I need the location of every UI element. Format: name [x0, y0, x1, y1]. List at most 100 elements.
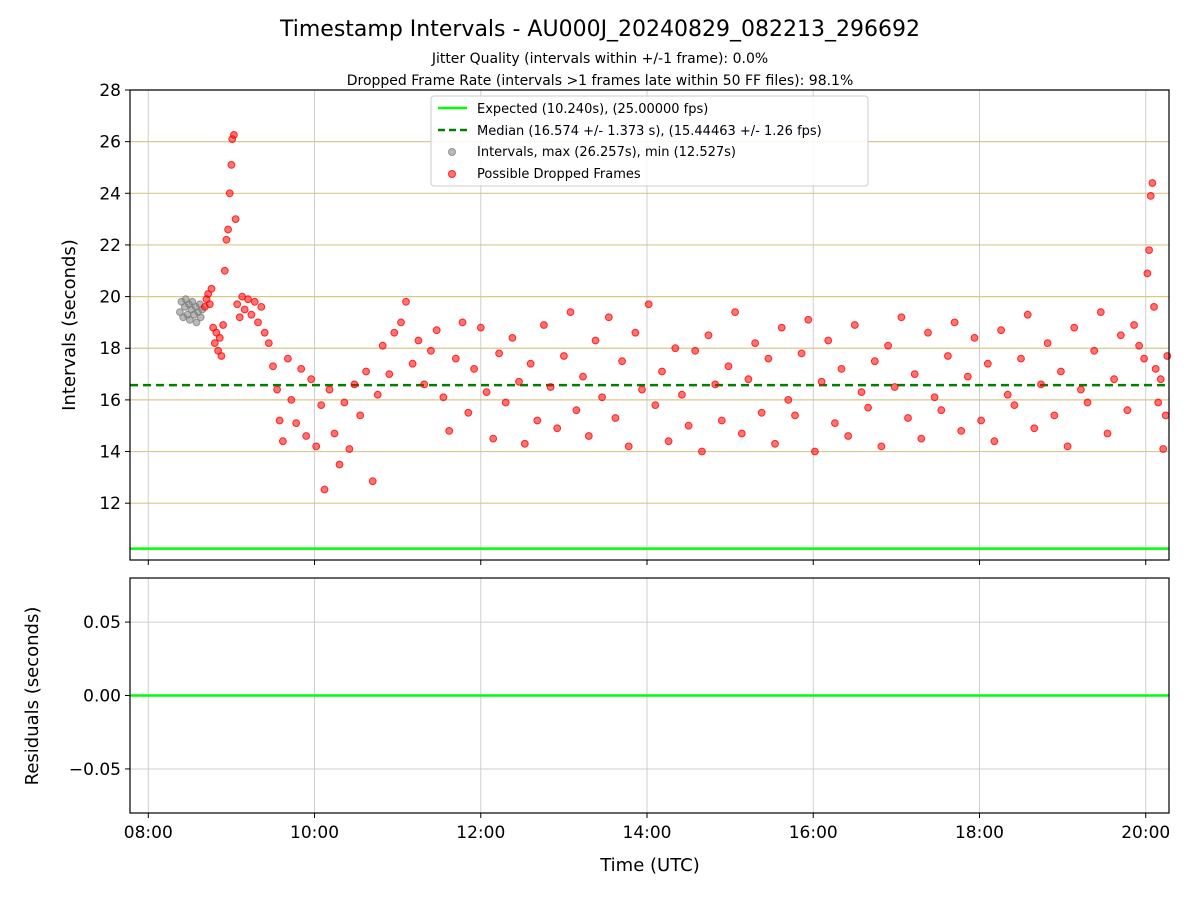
dropped-frame-point-110 — [737, 429, 746, 438]
dropped-frame-point-34 — [279, 437, 287, 446]
dropped-frame-point-175 — [1148, 179, 1157, 187]
residuals-ytick-label-2: 0.05 — [83, 613, 121, 633]
dropped-frame-point-139 — [930, 393, 939, 402]
dropped-frame-point-23 — [240, 305, 249, 314]
residuals-panel: −0.05 0.00 0.05 08:00 10:00 12:00 14:00 16:00 1… — [22, 577, 1170, 876]
dropped-frame-point-159 — [1063, 442, 1072, 451]
dropped-frame-point-38 — [297, 365, 306, 373]
x-tick-label-4: 16:00 — [789, 823, 838, 843]
legend-box — [430, 95, 869, 187]
dropped-frame-point-29 — [260, 328, 269, 337]
intervals-scatter-points — [176, 131, 1172, 494]
dropped-frame-point-3 — [205, 300, 214, 309]
dropped-frame-point-103 — [691, 346, 700, 355]
dropped-frame-point-111 — [744, 375, 753, 384]
dropped-frame-point-117 — [784, 396, 793, 404]
dropped-frame-point-30 — [264, 339, 273, 348]
dropped-frame-point-133 — [890, 383, 899, 391]
dropped-frame-point-168 — [1123, 406, 1132, 415]
intervals-ytick-label-1: 14 — [99, 443, 121, 463]
intervals-y-ticks: 12 14 16 18 20 22 24 26 28 — [99, 81, 130, 514]
intervals-ytick-label-4: 20 — [99, 288, 121, 308]
dropped-frame-point-143 — [957, 427, 966, 435]
dropped-frame-point-41 — [312, 442, 321, 451]
dropped-frame-point-104 — [698, 447, 706, 456]
dropped-frame-point-81 — [546, 383, 555, 391]
intervals-ytick-label-0: 12 — [99, 494, 121, 514]
residuals-y-axis-label: Residuals (seconds) — [22, 607, 43, 786]
dropped-frame-point-171 — [1140, 354, 1148, 363]
dropped-frame-point-85 — [572, 406, 581, 415]
residuals-ytick-label-1: 0.00 — [83, 687, 121, 707]
dropped-frame-point-147 — [983, 359, 992, 368]
dropped-frame-point-136 — [910, 370, 919, 379]
chart-subtitle-jitter: Jitter Quality (intervals within +/-1 fr… — [431, 51, 768, 67]
dropped-frame-point-20 — [233, 300, 242, 309]
dropped-frame-point-138 — [924, 328, 932, 337]
dropped-frame-point-97 — [651, 401, 660, 410]
dropped-frame-point-140 — [937, 406, 946, 415]
dropped-frame-point-131 — [877, 442, 886, 451]
dropped-frame-point-132 — [884, 341, 892, 350]
x-tick-label-3: 14:00 — [623, 823, 672, 843]
dropped-frame-point-100 — [671, 344, 680, 353]
dropped-frame-point-88 — [591, 336, 600, 345]
dropped-frame-point-166 — [1110, 375, 1118, 384]
dropped-frame-point-11 — [219, 321, 228, 329]
dropped-frame-point-170 — [1135, 341, 1143, 350]
dropped-frame-point-177 — [1151, 365, 1160, 373]
dropped-frame-point-149 — [997, 326, 1005, 335]
dropped-frame-point-163 — [1090, 346, 1099, 355]
dropped-frame-point-19 — [231, 215, 240, 224]
dropped-frame-point-52 — [368, 477, 377, 486]
interval-point-12 — [192, 318, 201, 327]
dropped-frame-point-165 — [1103, 429, 1112, 438]
dropped-frame-point-164 — [1096, 308, 1105, 317]
interval-point-7 — [185, 315, 194, 324]
dropped-frame-point-145 — [970, 334, 979, 342]
residuals-x-ticks: 08:00 10:00 12:00 14:00 16:00 18:00 20:00 — [124, 813, 1170, 843]
dropped-frame-point-124 — [831, 419, 839, 428]
dropped-frame-point-58 — [402, 297, 410, 306]
intervals-ytick-label-3: 18 — [99, 339, 121, 359]
dropped-frame-point-179 — [1156, 375, 1165, 384]
dropped-frame-point-31 — [269, 362, 277, 371]
dropped-frame-point-83 — [560, 352, 568, 360]
dropped-frame-point-157 — [1050, 411, 1059, 420]
dropped-frame-point-126 — [844, 432, 853, 440]
dropped-frame-point-10 — [217, 352, 226, 360]
dropped-frame-point-48 — [345, 445, 354, 453]
x-tick-label-5: 18:00 — [955, 823, 1004, 843]
dropped-frame-point-125 — [837, 365, 846, 373]
dropped-frame-point-162 — [1083, 398, 1092, 407]
dropped-frame-point-173 — [1145, 246, 1153, 255]
dropped-frame-point-115 — [771, 439, 779, 448]
dropped-frame-point-167 — [1116, 331, 1125, 340]
dropped-frame-point-118 — [791, 411, 799, 420]
legend-dropped-marker — [448, 170, 456, 178]
dropped-frame-point-134 — [897, 313, 906, 322]
dropped-frame-point-86 — [579, 372, 587, 381]
dropped-frame-point-102 — [684, 421, 693, 430]
intervals-ytick-label-7: 26 — [99, 133, 121, 153]
dropped-frame-point-69 — [470, 365, 479, 373]
dropped-frame-point-26 — [250, 297, 259, 306]
dropped-frame-point-43 — [320, 485, 329, 494]
intervals-y-axis-label: Intervals (seconds) — [59, 239, 80, 411]
dropped-frame-point-90 — [604, 313, 613, 322]
dropped-frame-point-33 — [275, 416, 284, 425]
dropped-frame-point-98 — [658, 367, 666, 376]
dropped-frame-point-93 — [624, 442, 633, 451]
dropped-frame-point-129 — [864, 403, 872, 412]
dropped-frame-point-53 — [373, 390, 382, 399]
dropped-frame-point-60 — [414, 336, 423, 345]
dropped-frame-point-24 — [244, 295, 252, 304]
dropped-frame-point-155 — [1037, 380, 1045, 389]
intervals-ytick-label-5: 22 — [99, 236, 121, 256]
intervals-reference-lines — [130, 383, 1169, 550]
legend-intervals-label: Intervals, max (26.257s), min (12.527s) — [477, 145, 736, 160]
dropped-frame-point-99 — [664, 437, 673, 446]
dropped-frame-point-79 — [533, 416, 542, 425]
dropped-frame-point-107 — [717, 416, 726, 425]
